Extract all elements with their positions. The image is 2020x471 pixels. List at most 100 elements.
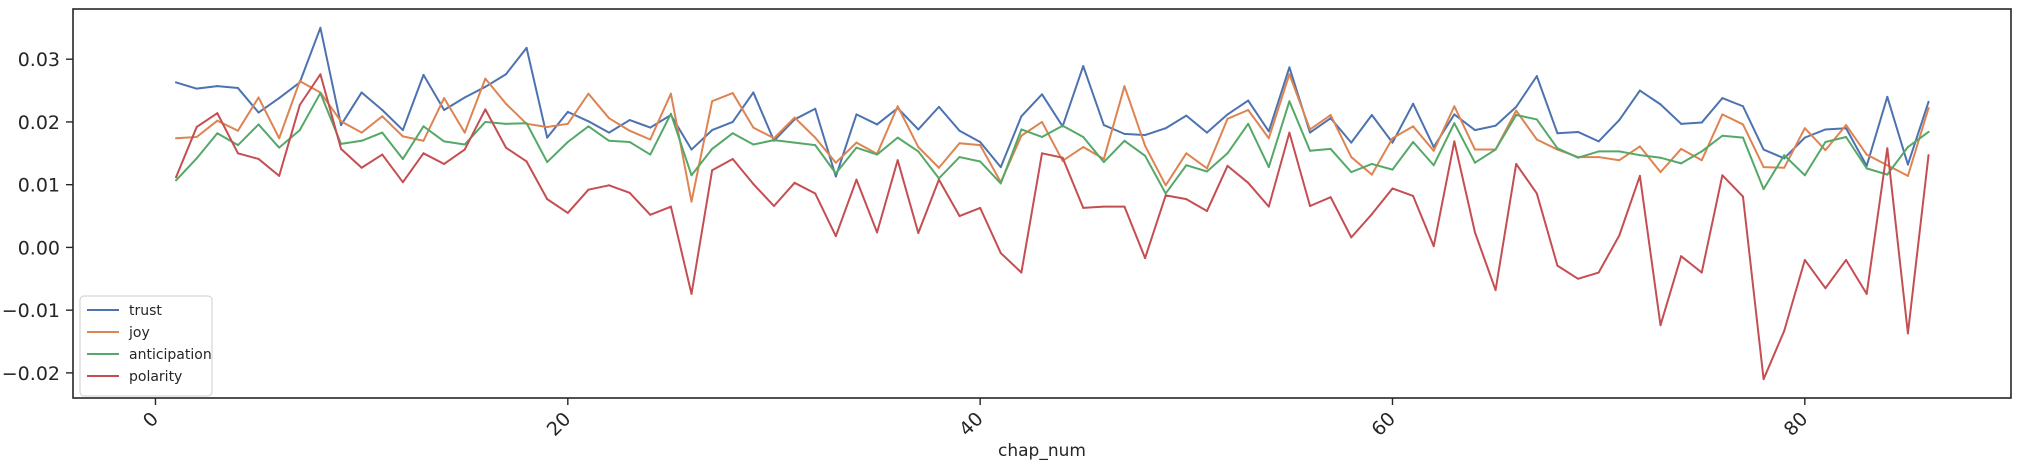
y-tick-label: 0.01 — [18, 175, 60, 197]
data-point-joy — [1824, 149, 1827, 152]
data-point-joy — [1597, 156, 1600, 159]
data-point-trust — [649, 126, 652, 129]
data-point-anticipation — [1370, 162, 1373, 165]
data-point-polarity — [876, 231, 879, 234]
data-point-joy — [401, 135, 404, 138]
data-point-trust — [1535, 75, 1538, 78]
data-point-trust — [1082, 65, 1085, 68]
data-point-polarity — [195, 125, 198, 128]
data-point-trust — [628, 119, 631, 122]
data-point-joy — [381, 115, 384, 118]
data-point-polarity — [690, 292, 693, 295]
data-point-trust — [381, 109, 384, 112]
data-point-joy — [587, 92, 590, 95]
data-point-anticipation — [1350, 171, 1353, 174]
data-point-joy — [360, 131, 363, 134]
data-point-trust — [1247, 99, 1250, 102]
data-point-joy — [1123, 85, 1126, 88]
data-point-polarity — [1185, 198, 1188, 201]
data-point-joy — [1886, 164, 1889, 167]
data-point-anticipation — [608, 139, 611, 142]
data-point-joy — [236, 129, 239, 132]
data-point-trust — [360, 91, 363, 94]
data-point-anticipation — [896, 136, 899, 139]
data-point-anticipation — [1618, 150, 1621, 153]
data-point-trust — [1226, 113, 1229, 116]
data-point-anticipation — [566, 141, 569, 144]
data-point-trust — [546, 136, 549, 139]
data-point-joy — [175, 137, 178, 140]
data-point-polarity — [1865, 292, 1868, 295]
data-point-anticipation — [1247, 122, 1250, 125]
data-point-polarity — [1845, 258, 1848, 261]
data-point-polarity — [772, 205, 775, 208]
data-point-trust — [587, 120, 590, 123]
data-point-polarity — [340, 147, 343, 150]
data-point-polarity — [319, 73, 322, 76]
data-point-anticipation — [1123, 139, 1126, 142]
data-point-trust — [1391, 141, 1394, 144]
y-tick-label: 0.03 — [18, 49, 60, 71]
data-point-joy — [1102, 157, 1105, 160]
data-point-anticipation — [793, 141, 796, 144]
data-point-polarity — [958, 215, 961, 218]
data-point-anticipation — [855, 146, 858, 149]
data-point-anticipation — [1412, 141, 1415, 144]
data-point-polarity — [731, 157, 734, 160]
data-point-polarity — [1680, 255, 1683, 258]
data-point-polarity — [752, 183, 755, 186]
data-point-trust — [443, 109, 446, 112]
data-point-polarity — [1432, 245, 1435, 248]
legend-label-trust: trust — [129, 303, 162, 319]
data-point-polarity — [1144, 257, 1147, 260]
data-point-joy — [1329, 114, 1332, 117]
data-point-anticipation — [1473, 161, 1476, 164]
data-point-polarity — [1515, 162, 1518, 165]
data-point-trust — [979, 141, 982, 144]
data-point-trust — [566, 110, 569, 113]
data-point-trust — [1102, 124, 1105, 127]
data-point-trust — [504, 73, 507, 76]
data-point-polarity — [298, 104, 301, 106]
data-point-polarity — [814, 192, 817, 195]
data-point-polarity — [1020, 271, 1023, 274]
data-point-anticipation — [298, 129, 301, 132]
data-point-polarity — [278, 174, 281, 177]
x-axis-label: chap_num — [998, 441, 1086, 461]
data-point-trust — [1803, 136, 1806, 139]
data-point-joy — [937, 166, 940, 169]
data-point-joy — [1927, 107, 1930, 110]
data-point-joy — [1680, 147, 1683, 150]
data-point-trust — [814, 107, 817, 110]
data-point-anticipation — [1226, 152, 1229, 155]
y-tick-label: −0.01 — [2, 300, 60, 322]
data-point-anticipation — [958, 156, 961, 159]
data-point-trust — [1886, 95, 1889, 98]
data-point-polarity — [1577, 277, 1580, 280]
data-point-joy — [834, 161, 837, 164]
data-point-polarity — [1350, 236, 1353, 239]
data-point-trust — [1370, 114, 1373, 117]
data-point-polarity — [1391, 187, 1394, 190]
data-point-trust — [1577, 130, 1580, 133]
data-point-joy — [484, 77, 487, 80]
data-point-anticipation — [1700, 150, 1703, 153]
data-point-polarity — [1309, 205, 1312, 208]
data-point-trust — [1845, 127, 1848, 130]
data-point-trust — [401, 129, 404, 132]
data-point-polarity — [422, 152, 425, 155]
data-point-joy — [1535, 138, 1538, 141]
data-point-anticipation — [1288, 100, 1291, 103]
data-point-joy — [463, 131, 466, 134]
data-point-polarity — [1412, 194, 1415, 197]
data-point-polarity — [1783, 329, 1786, 332]
data-point-joy — [546, 125, 549, 128]
data-point-anticipation — [1783, 154, 1786, 157]
data-point-polarity — [1473, 231, 1476, 234]
data-point-polarity — [999, 252, 1002, 255]
data-point-polarity — [1102, 205, 1105, 208]
data-point-anticipation — [1865, 167, 1868, 170]
data-point-polarity — [443, 162, 446, 165]
data-point-anticipation — [1329, 147, 1332, 150]
